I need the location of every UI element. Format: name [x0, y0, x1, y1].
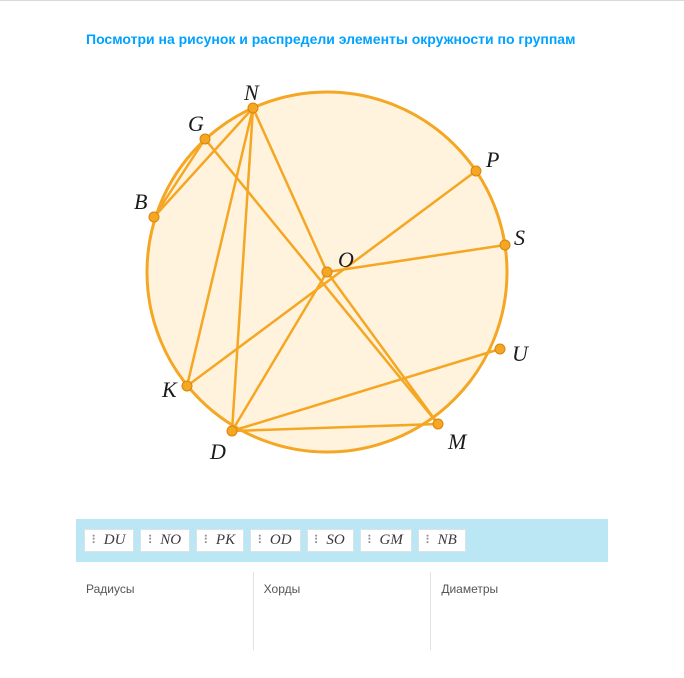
point-label-N: N: [243, 80, 260, 105]
chip-SO[interactable]: SO: [307, 529, 354, 552]
drop-column-2: Диаметры: [431, 572, 608, 650]
point-M: [433, 419, 443, 429]
drop-column-1: Хорды: [254, 572, 432, 650]
point-K: [182, 381, 192, 391]
drop-column-header: Диаметры: [431, 572, 608, 602]
drop-column-header: Хорды: [254, 572, 431, 602]
point-label-S: S: [514, 225, 525, 250]
chip-NO[interactable]: NO: [140, 529, 190, 552]
drop-zone-1[interactable]: [254, 602, 431, 650]
point-P: [471, 166, 481, 176]
task-prompt: Посмотри на рисунок и распредели элемент…: [86, 31, 684, 47]
point-label-B: B: [134, 189, 147, 214]
drop-zone-0[interactable]: [76, 602, 253, 650]
point-label-G: G: [188, 111, 204, 136]
point-label-K: K: [161, 377, 178, 402]
drop-column-0: Радиусы: [76, 572, 254, 650]
point-D: [227, 426, 237, 436]
point-label-P: P: [485, 147, 499, 172]
circle-figure-container: O N G B P S U M D K: [0, 67, 684, 489]
drop-zone-2[interactable]: [431, 602, 608, 650]
segment-chip-bar: DU NO PK OD SO GM NB: [76, 519, 608, 562]
circle-figure: O N G B P S U M D K: [132, 67, 552, 489]
chip-DU[interactable]: DU: [84, 529, 134, 552]
point-B: [149, 212, 159, 222]
chip-PK[interactable]: PK: [196, 529, 244, 552]
chip-OD[interactable]: OD: [250, 529, 300, 552]
chip-GM[interactable]: GM: [360, 529, 412, 552]
chip-NB[interactable]: NB: [418, 529, 466, 552]
category-drop-table: РадиусыХордыДиаметры: [76, 572, 608, 650]
point-label-M: M: [447, 429, 468, 454]
point-label-O: O: [338, 247, 354, 272]
point-O: [322, 267, 332, 277]
point-label-U: U: [512, 341, 530, 366]
point-label-D: D: [209, 439, 226, 464]
drop-column-header: Радиусы: [76, 572, 253, 602]
point-U: [495, 344, 505, 354]
point-S: [500, 240, 510, 250]
